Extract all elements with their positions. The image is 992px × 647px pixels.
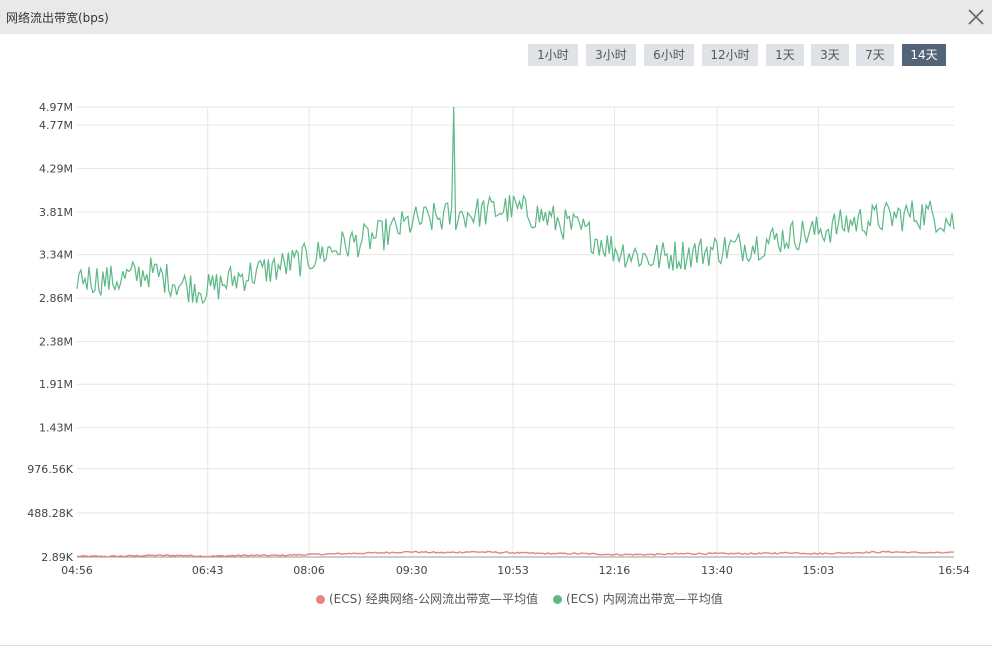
legend-item-internal[interactable]: (ECS) 内网流出带宽—平均值 xyxy=(553,590,723,607)
x-tick-label: 08:06 xyxy=(293,564,325,577)
chart-legend: (ECS) 经典网络-公网流出带宽—平均值 (ECS) 内网流出带宽—平均值 xyxy=(0,590,992,610)
legend-item-public[interactable]: (ECS) 经典网络-公网流出带宽—平均值 xyxy=(316,590,538,607)
x-tick-label: 16:54 xyxy=(938,564,970,577)
x-tick-label: 12:16 xyxy=(599,564,631,577)
y-tick-label: 3.34M xyxy=(39,249,73,262)
y-tick-label: 488.28K xyxy=(27,507,73,520)
y-tick-label: 2.89K xyxy=(41,551,73,564)
legend-label-internal: (ECS) 内网流出带宽—平均值 xyxy=(566,592,723,606)
legend-dot-internal xyxy=(553,595,562,604)
x-tick-label: 04:56 xyxy=(61,564,93,577)
legend-label-public: (ECS) 经典网络-公网流出带宽—平均值 xyxy=(329,592,538,606)
y-tick-label: 2.38M xyxy=(39,336,73,349)
series-lines xyxy=(77,107,954,557)
x-tick-label: 10:53 xyxy=(497,564,529,577)
y-tick-label: 4.97M xyxy=(39,101,73,114)
y-tick-label: 3.81M xyxy=(39,206,73,219)
x-tick-label: 15:03 xyxy=(803,564,835,577)
y-tick-label: 4.29M xyxy=(39,163,73,176)
y-tick-label: 4.77M xyxy=(39,119,73,132)
x-axis-labels: 04:56 06:43 08:06 09:30 10:53 12:16 13:40 15:03… xyxy=(61,564,970,577)
y-tick-label: 2.86M xyxy=(39,292,73,305)
y-tick-label: 1.43M xyxy=(39,422,73,435)
chart-grid xyxy=(77,107,954,557)
bottom-divider xyxy=(0,645,992,646)
x-tick-label: 06:43 xyxy=(192,564,224,577)
y-tick-label: 1.91M xyxy=(39,378,73,391)
series-line-public xyxy=(77,551,954,557)
x-tick-label: 13:40 xyxy=(701,564,733,577)
y-tick-label: 976.56K xyxy=(27,463,73,476)
y-axis-labels: 2.89K 488.28K 976.56K 1.43M 1.91M 2.38M 2.86M 3… xyxy=(27,101,73,564)
series-line-internal xyxy=(77,107,954,303)
legend-dot-public xyxy=(316,595,325,604)
x-tick-label: 09:30 xyxy=(396,564,428,577)
